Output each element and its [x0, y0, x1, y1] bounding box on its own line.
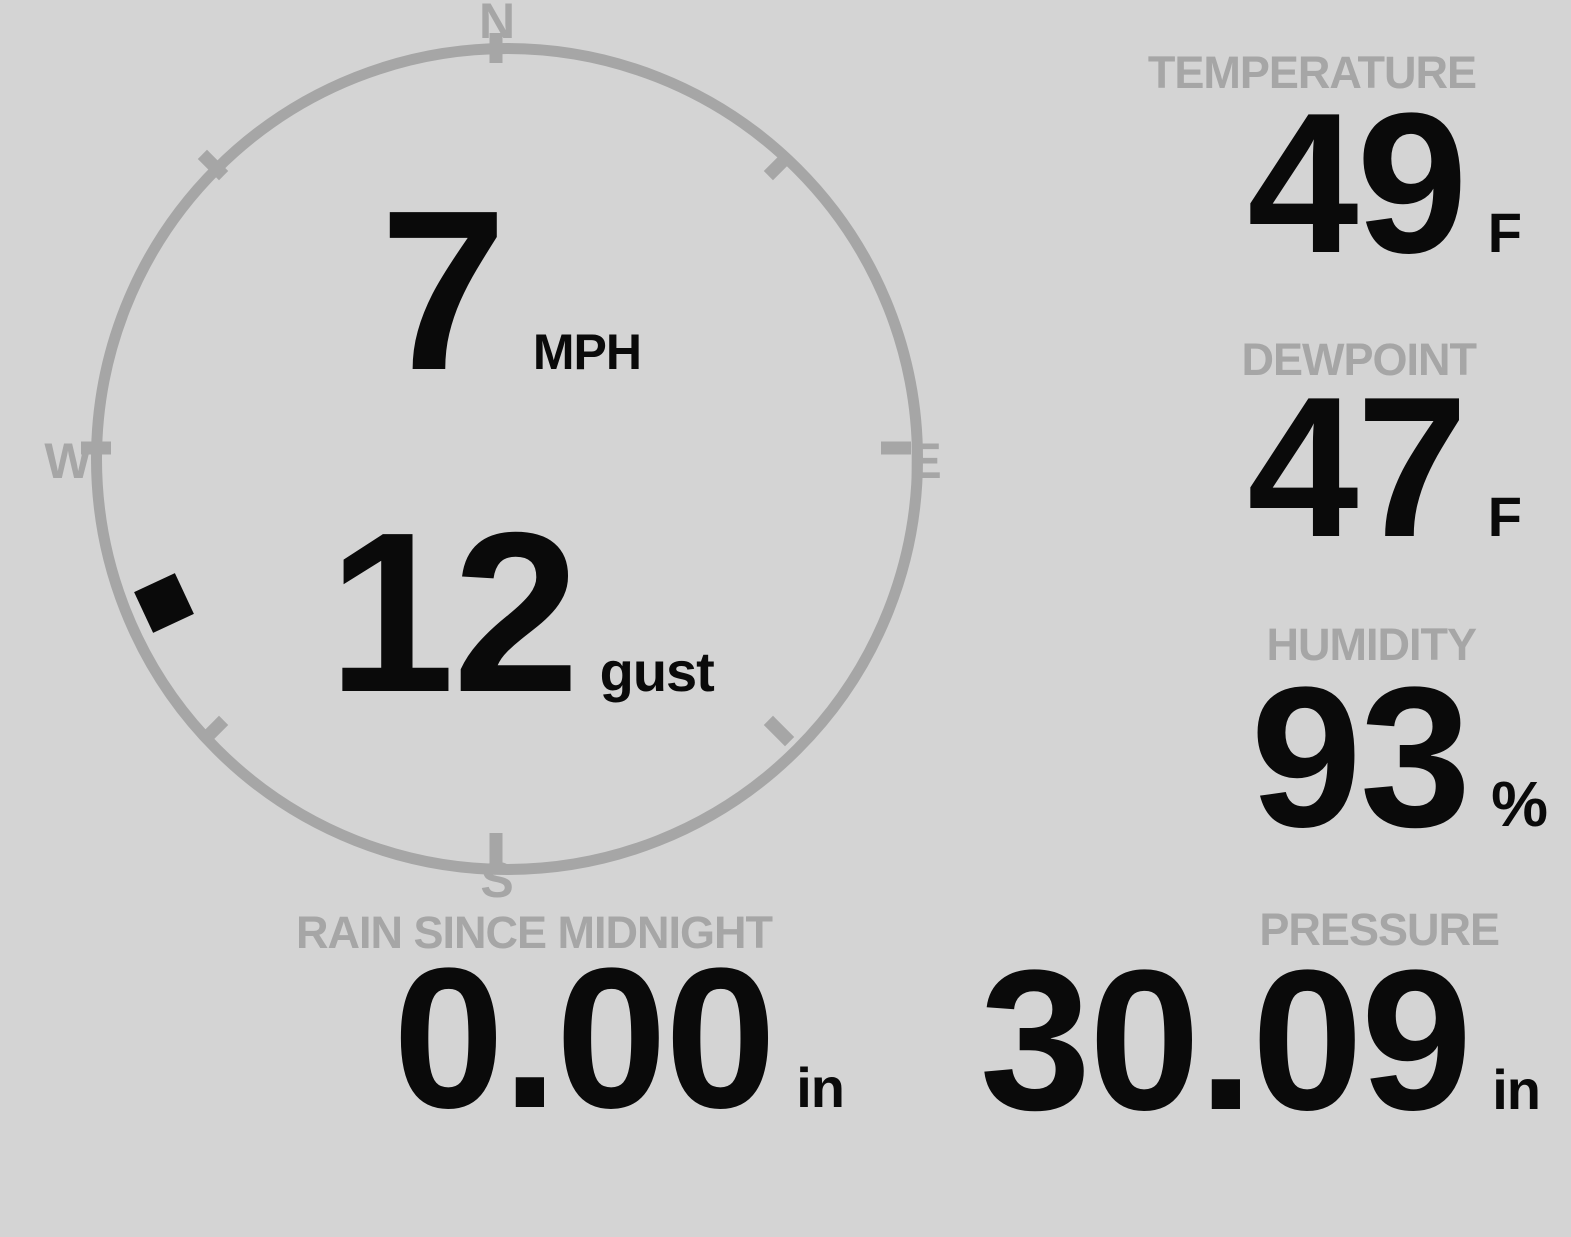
humidity-unit: % [1491, 768, 1548, 840]
dewpoint-reading: 47 F [1247, 356, 1522, 579]
compass-tick [489, 33, 503, 63]
rain-unit: in [796, 1056, 845, 1119]
compass-tick [81, 441, 111, 455]
dewpoint-value: 47 [1247, 356, 1467, 579]
temperature-reading: 49 F [1247, 72, 1522, 295]
temperature-unit: F [1487, 201, 1522, 264]
dewpoint-unit: F [1487, 485, 1522, 548]
compass-label-east: E [908, 433, 942, 489]
wind-speed: 7 MPH [380, 164, 642, 418]
temperature-value: 49 [1247, 72, 1467, 295]
pressure-unit: in [1492, 1058, 1541, 1121]
temperature-label: TEMPERATURE [1147, 47, 1477, 98]
pressure-reading: 30.09 in [979, 929, 1541, 1152]
humidity-label: HUMIDITY [1266, 619, 1477, 670]
humidity-value: 93 [1250, 646, 1471, 869]
compass-tick [881, 441, 911, 455]
compass-label-south: S [480, 852, 514, 908]
pressure-value: 30.09 [979, 929, 1472, 1152]
wind-gust-value: 12 [328, 486, 580, 740]
compass-tick [489, 833, 503, 863]
wind-speed-unit: MPH [532, 324, 642, 380]
rain-value: 0.00 [392, 927, 776, 1150]
wind-gust: 12 gust [328, 486, 715, 740]
humidity-reading: 93 % [1250, 646, 1548, 869]
pressure-label: PRESSURE [1259, 904, 1500, 955]
wind-gust-unit: gust [599, 640, 715, 703]
rain-label: RAIN SINCE MIDNIGHT [296, 907, 773, 958]
dewpoint-label: DEWPOINT [1241, 334, 1477, 385]
compass-circle [91, 43, 923, 875]
wind-speed-value: 7 [380, 164, 507, 418]
rain-reading: 0.00 in [392, 927, 845, 1150]
